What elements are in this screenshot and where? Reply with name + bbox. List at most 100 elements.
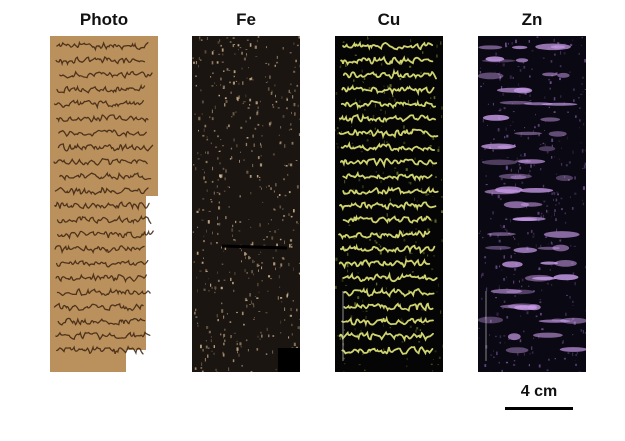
speckle bbox=[554, 192, 555, 195]
speckle bbox=[532, 236, 534, 238]
speckle bbox=[489, 334, 490, 335]
speckle bbox=[486, 184, 488, 185]
speckle bbox=[290, 123, 291, 125]
speckle bbox=[498, 128, 500, 131]
speckle bbox=[278, 296, 279, 300]
speckle bbox=[503, 278, 505, 279]
speckle bbox=[199, 36, 200, 39]
speckle bbox=[276, 62, 278, 64]
speckle bbox=[196, 85, 197, 87]
speckle bbox=[239, 231, 241, 232]
speckle bbox=[520, 315, 521, 317]
speckle bbox=[550, 269, 551, 271]
speckle bbox=[224, 280, 226, 281]
speckle bbox=[582, 37, 583, 38]
speckle bbox=[506, 316, 508, 318]
speckle bbox=[236, 81, 237, 82]
panel-title-photo: Photo bbox=[50, 10, 158, 30]
speckle bbox=[342, 279, 344, 282]
speckle bbox=[573, 273, 575, 276]
speckle bbox=[219, 174, 221, 177]
speckle bbox=[267, 291, 269, 292]
panel-title-cu: Cu bbox=[335, 10, 443, 30]
speckle bbox=[541, 213, 542, 215]
speckle bbox=[286, 98, 287, 100]
speckle bbox=[575, 354, 577, 356]
speckle bbox=[195, 309, 196, 311]
speckle bbox=[257, 336, 258, 338]
speckle bbox=[583, 203, 584, 206]
speckle bbox=[555, 358, 556, 359]
speckle bbox=[551, 242, 552, 244]
speckle bbox=[229, 70, 231, 71]
speckle bbox=[336, 92, 338, 95]
speckle bbox=[251, 371, 253, 372]
speckle bbox=[574, 193, 576, 195]
speckle bbox=[217, 217, 218, 220]
speckle bbox=[255, 296, 256, 297]
speckle bbox=[337, 133, 338, 134]
speckle bbox=[246, 143, 247, 146]
speckle bbox=[195, 76, 197, 77]
speckle bbox=[195, 367, 197, 370]
speckle bbox=[496, 352, 498, 356]
speckle bbox=[417, 200, 418, 202]
speckle bbox=[253, 319, 254, 320]
speckle bbox=[267, 81, 268, 82]
speckle bbox=[363, 311, 364, 312]
speckle bbox=[206, 346, 208, 349]
speckle bbox=[205, 181, 207, 183]
glow-band bbox=[485, 246, 511, 250]
speckle bbox=[215, 147, 217, 148]
speckle bbox=[390, 84, 392, 87]
speckle bbox=[547, 151, 549, 154]
speckle bbox=[383, 348, 384, 350]
speckle bbox=[273, 257, 275, 258]
speckle bbox=[410, 90, 411, 91]
speckle bbox=[282, 257, 284, 259]
speckle bbox=[205, 125, 207, 128]
speckle bbox=[518, 83, 519, 86]
speckle bbox=[259, 179, 261, 181]
speckle bbox=[245, 49, 247, 50]
speckle bbox=[234, 272, 235, 275]
speckle bbox=[521, 135, 523, 137]
speckle bbox=[282, 219, 283, 221]
speckle bbox=[240, 248, 241, 249]
speckle bbox=[218, 280, 220, 282]
speckle bbox=[226, 169, 227, 173]
speckle bbox=[199, 40, 201, 41]
speckle bbox=[531, 230, 533, 233]
speckle bbox=[283, 115, 285, 118]
speckle bbox=[217, 157, 219, 160]
speckle bbox=[493, 357, 495, 358]
speckle bbox=[485, 262, 486, 263]
speckle bbox=[203, 169, 204, 170]
glow-band bbox=[556, 175, 573, 181]
speckle bbox=[212, 167, 213, 171]
speckle bbox=[297, 221, 298, 223]
speckle bbox=[353, 79, 355, 81]
speckle bbox=[556, 199, 558, 202]
speckle bbox=[370, 122, 372, 123]
speckle bbox=[242, 68, 243, 70]
speckle bbox=[556, 204, 557, 206]
speckle bbox=[225, 329, 226, 331]
speckle bbox=[440, 310, 441, 313]
speckle bbox=[380, 251, 382, 255]
speckle bbox=[290, 52, 292, 53]
speckle bbox=[268, 63, 269, 65]
speckle bbox=[231, 148, 232, 150]
speckle bbox=[237, 351, 238, 353]
glow-band bbox=[542, 103, 578, 106]
speckle bbox=[283, 47, 284, 50]
speckle bbox=[583, 186, 585, 190]
speckle bbox=[441, 239, 443, 242]
speckle bbox=[437, 364, 439, 365]
zn-map bbox=[478, 36, 586, 372]
speckle bbox=[240, 127, 242, 129]
speckle bbox=[513, 111, 515, 112]
speckle bbox=[559, 240, 561, 242]
speckle bbox=[283, 178, 284, 180]
speckle bbox=[199, 271, 201, 272]
